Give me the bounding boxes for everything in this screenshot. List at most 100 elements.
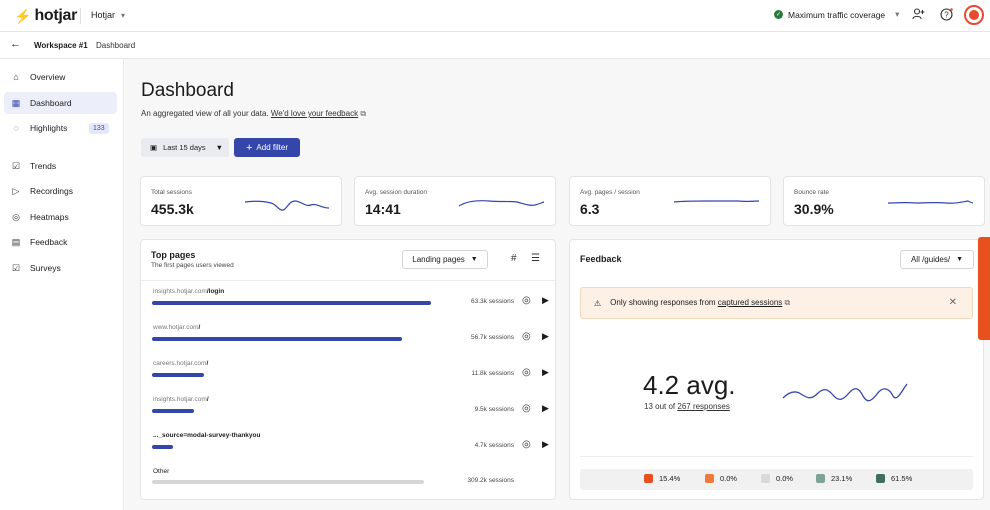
responses-link[interactable]: 267 responses xyxy=(677,402,730,411)
captured-sessions-link[interactable]: captured sessions xyxy=(717,298,783,307)
play-icon[interactable]: ▶ xyxy=(542,403,549,413)
heatmap-icon[interactable]: ◎ xyxy=(522,403,531,414)
metric-value: 6.3 xyxy=(580,201,600,217)
help-icon[interactable]: ? xyxy=(940,8,953,24)
site-selector[interactable]: Hotjar ▾ xyxy=(91,10,125,20)
check-circle-icon: ✓ xyxy=(774,10,783,19)
home-icon: ⌂ xyxy=(13,72,19,82)
sessions-count: 63.3k sessions xyxy=(471,298,514,305)
feedback-sparkline xyxy=(782,383,908,402)
external-link-icon: ⧉ xyxy=(360,109,367,118)
metric-sparkline xyxy=(673,200,760,203)
rating-percent: 0.0% xyxy=(720,474,738,483)
top-page-row[interactable]: ..._source=modal-survey-thankyou 4.7k se… xyxy=(152,432,549,468)
dropdown-label: Landing pages xyxy=(412,255,465,264)
page-path: / xyxy=(206,396,209,403)
feedback-link[interactable]: We'd love your feedback xyxy=(270,109,359,118)
top-page-row[interactable]: www.hotjar.com/ 56.7k sessions ◎ ▶ xyxy=(152,324,549,360)
hash-icon[interactable]: # xyxy=(511,253,517,264)
add-filter-button[interactable]: + Add filter xyxy=(234,138,300,157)
metric-label: Avg. pages / session xyxy=(580,189,640,196)
sidebar-item-feedback[interactable]: ▤ Feedback xyxy=(4,231,117,253)
trends-icon: ☑ xyxy=(11,160,21,171)
highlights-count-badge: 133 xyxy=(89,122,109,134)
sessions-bar xyxy=(152,445,173,449)
play-icon[interactable]: ▶ xyxy=(542,439,549,449)
sessions-count: 56.7k sessions xyxy=(471,334,514,341)
top-page-row[interactable]: insights.hotjar.com/login 63.3k sessions… xyxy=(152,288,549,324)
sidebar-item-heatmaps[interactable]: ◎ Heatmaps xyxy=(4,206,117,228)
logo-flame-icon: ⚡ xyxy=(14,7,32,24)
avatar[interactable] xyxy=(964,5,984,25)
feedback-filter-dropdown[interactable]: All /guides/ ▼ xyxy=(900,250,974,269)
top-page-row[interactable]: careers.hotjar.com/ 11.8k sessions ◎ ▶ xyxy=(152,360,549,396)
svg-text:?: ? xyxy=(944,10,949,19)
heatmap-icon[interactable]: ◎ xyxy=(522,367,531,378)
page-path: / xyxy=(206,360,209,367)
metric-card-avg-duration[interactable]: Avg. session duration 14:41 xyxy=(354,176,556,226)
feedback-panel: Feedback All /guides/ ▼ ⚠ Only showing r… xyxy=(569,239,984,500)
top-page-row-other: Other 309.2k sessions xyxy=(152,468,547,504)
caret-down-icon: ▼ xyxy=(215,143,224,152)
hotjar-logo[interactable]: ⚡ hotjar xyxy=(14,7,77,25)
sidebar-item-surveys[interactable]: ☑ Surveys xyxy=(4,257,117,279)
rating-face-icon xyxy=(705,474,714,483)
date-range-button[interactable]: ▣ Last 15 days ▼ xyxy=(141,138,229,157)
top-pages-title: Top pages xyxy=(151,250,196,260)
page-domain: insights.hotjar.com xyxy=(153,396,207,403)
top-pages-panel: Top pages The first pages users viewed L… xyxy=(140,239,556,500)
notice-prefix: Only showing responses from xyxy=(610,298,716,307)
top-bar: ⚡ hotjar Hotjar ▾ ✓ Maximum traffic cove… xyxy=(0,0,990,32)
metric-card-avg-pages[interactable]: Avg. pages / session 6.3 xyxy=(569,176,771,226)
rating-percent: 15.4% xyxy=(659,474,681,483)
heatmap-icon[interactable]: ◎ xyxy=(522,331,531,342)
top-pages-subtitle: The first pages users viewed xyxy=(151,262,234,269)
page-url: insights.hotjar.com/ xyxy=(153,396,209,403)
heatmap-icon[interactable]: ◎ xyxy=(522,439,531,450)
page-url: insights.hotjar.com/login xyxy=(153,288,224,295)
sidebar-item-trends[interactable]: ☑ Trends xyxy=(4,155,117,177)
page-domain: insights.hotjar.com xyxy=(153,288,207,295)
play-icon[interactable]: ▶ xyxy=(542,295,549,305)
top-page-row[interactable]: insights.hotjar.com/ 9.5k sessions ◎ ▶ xyxy=(152,396,549,432)
breadcrumb-bar: ← Workspace #1 Dashboard xyxy=(0,32,990,59)
rating-percent: 23.1% xyxy=(831,474,853,483)
divider xyxy=(141,280,555,281)
metric-value: 455.3k xyxy=(151,201,194,217)
sidebar-item-recordings[interactable]: ▷ Recordings xyxy=(4,180,117,202)
sessions-bar xyxy=(152,409,194,413)
page-domain: www.hotjar.com xyxy=(153,324,199,331)
page-url: careers.hotjar.com/ xyxy=(153,360,208,367)
sidebar-item-highlights[interactable]: ◌ Highlights 133 xyxy=(4,117,117,139)
rating-face-icon xyxy=(761,474,770,483)
rating-face-icon xyxy=(644,474,653,483)
breadcrumb-workspace[interactable]: Workspace #1 xyxy=(34,41,88,50)
back-arrow-icon[interactable]: ← xyxy=(10,38,21,50)
traffic-label: Maximum traffic coverage xyxy=(788,9,886,20)
traffic-coverage-selector[interactable]: ✓ Maximum traffic coverage ▾ xyxy=(774,9,899,20)
sidebar-item-overview[interactable]: ⌂ Overview xyxy=(4,66,117,88)
sidebar-item-dashboard[interactable]: ▦ Dashboard xyxy=(4,92,117,114)
close-icon[interactable]: ✕ xyxy=(948,297,957,308)
add-user-icon[interactable] xyxy=(912,8,925,23)
play-icon[interactable]: ▶ xyxy=(542,367,549,377)
subtitle-text: An aggregated view of all your data. xyxy=(141,109,269,118)
metric-card-bounce-rate[interactable]: Bounce rate 30.9% xyxy=(783,176,985,226)
sort-icon[interactable]: ☰ xyxy=(531,253,540,264)
caret-down-icon: ▼ xyxy=(470,256,478,263)
landing-pages-dropdown[interactable]: Landing pages ▼ xyxy=(402,250,488,269)
play-icon[interactable]: ▶ xyxy=(542,331,549,341)
feedback-average: 4.2 avg. xyxy=(643,370,736,400)
calendar-icon: ▣ xyxy=(150,143,158,152)
date-range-label: Last 15 days xyxy=(163,143,206,152)
sessions-bar xyxy=(152,373,204,377)
feedback-side-tab[interactable] xyxy=(978,237,990,340)
sessions-bar xyxy=(152,337,402,341)
avatar-inner xyxy=(969,10,979,20)
page-url: ..._source=modal-survey-thankyou xyxy=(153,432,260,439)
metric-label: Total sessions xyxy=(151,189,192,196)
divider xyxy=(580,456,973,457)
heatmap-icon[interactable]: ◎ xyxy=(522,295,531,306)
bulb-icon: ◌ xyxy=(13,123,19,133)
metric-card-total-sessions[interactable]: Total sessions 455.3k xyxy=(140,176,342,226)
